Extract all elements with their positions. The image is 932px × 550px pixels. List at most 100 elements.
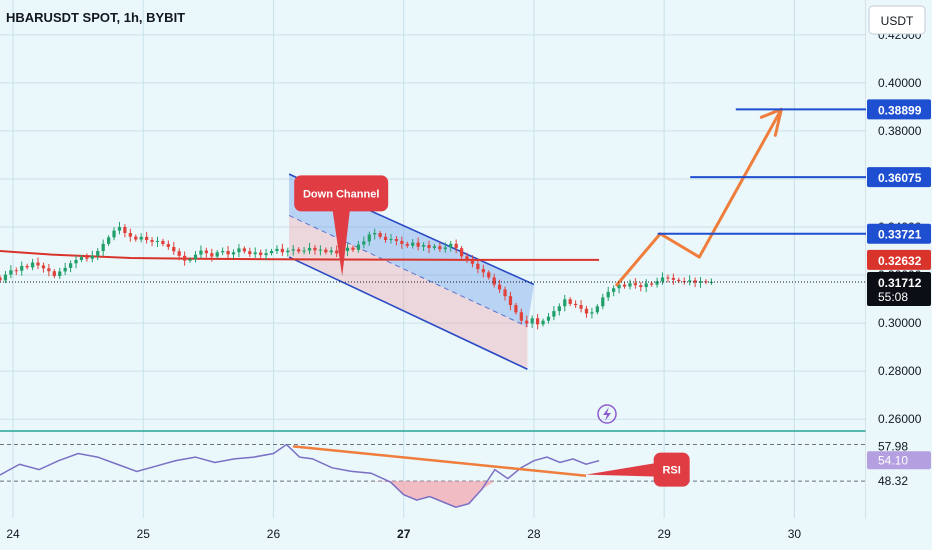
candle-6 — [30, 262, 35, 268]
level-label-1: 0.36075 — [878, 171, 922, 185]
candle-47 — [253, 252, 257, 255]
candle-60 — [324, 249, 328, 253]
time-axis: 24 25 26 27 28 29 30 — [0, 519, 866, 550]
candle-43 — [231, 252, 236, 255]
candle-120 — [650, 283, 654, 285]
candle-31 — [166, 244, 170, 247]
candle-3 — [14, 270, 18, 272]
candle-95 — [514, 305, 518, 313]
candle-129 — [698, 281, 703, 283]
candle-20 — [106, 237, 111, 244]
time-axis-bg — [0, 519, 866, 550]
level-label-bg-2 — [867, 223, 931, 244]
channel-mid-line — [288, 215, 528, 328]
candle-34 — [183, 255, 187, 261]
candle-90 — [487, 272, 491, 278]
currency-button-label[interactable]: USDT — [881, 14, 914, 28]
candle-11 — [58, 271, 62, 277]
chart-header: HBARUSDT SPOT, 1h, BYBIT — [6, 10, 185, 25]
level-label-2: 0.33721 — [878, 228, 922, 242]
annotations: Down Channel RSI — [294, 175, 690, 487]
candle-100 — [541, 320, 545, 325]
symbol-title: HBARUSDT SPOT, 1h, BYBIT — [6, 10, 185, 25]
candle-70 — [378, 233, 382, 237]
time-tick-4: 28 — [527, 527, 541, 541]
candle-15 — [79, 257, 84, 260]
candle-109 — [590, 312, 594, 314]
candle-119 — [644, 283, 648, 288]
candle-61 — [329, 250, 333, 253]
candle-107 — [579, 305, 583, 309]
price-tick-8: 0.26000 — [878, 412, 922, 426]
candle-102 — [552, 311, 556, 317]
price-label-bg — [867, 271, 931, 306]
candle-110 — [595, 306, 599, 313]
candle-131 — [709, 282, 714, 284]
candle-18 — [96, 251, 100, 256]
time-tick-1: 25 — [137, 527, 151, 541]
candle-71 — [383, 236, 388, 240]
down-channel-pointer — [332, 207, 351, 277]
candle-122 — [660, 277, 665, 282]
down-channel-box — [294, 175, 389, 212]
candle-78 — [421, 245, 426, 247]
candle-46 — [248, 251, 252, 255]
candle-42 — [226, 251, 230, 255]
candle-94 — [508, 296, 513, 306]
time-tick-3: 27 — [397, 527, 411, 541]
candle-12 — [63, 267, 67, 272]
channel-upper-fill — [289, 174, 534, 327]
candles — [0, 221, 714, 330]
candle-108 — [584, 308, 589, 314]
rsi-pointer — [586, 462, 659, 477]
candle-35 — [188, 259, 192, 261]
candle-127 — [688, 280, 692, 282]
candle-113 — [612, 288, 616, 292]
candle-55 — [297, 249, 301, 252]
candle-49 — [264, 253, 268, 256]
candle-14 — [74, 259, 78, 264]
candle-101 — [546, 316, 551, 321]
candle-56 — [302, 250, 306, 252]
candle-4 — [20, 265, 24, 271]
price-tick-1: 0.40000 — [878, 76, 922, 90]
candle-64 — [345, 247, 350, 252]
time-tick-0: 24 — [6, 527, 20, 541]
candle-128 — [693, 280, 697, 283]
candle-26 — [139, 236, 143, 240]
candle-104 — [563, 299, 567, 307]
candle-59 — [318, 249, 323, 251]
rsi-value-bg — [867, 451, 931, 470]
candle-105 — [568, 299, 572, 304]
price-label: 0.31712 — [878, 276, 922, 290]
candle-116 — [628, 283, 632, 287]
candle-38 — [204, 250, 208, 254]
lightning-icon[interactable] — [597, 404, 617, 424]
candle-86 — [465, 256, 469, 261]
level-label-0: 0.38899 — [878, 103, 922, 117]
ma-label-bg — [867, 249, 931, 270]
level-label-bg-0 — [867, 99, 931, 120]
candle-0 — [0, 277, 2, 281]
time-tick-5: 29 — [657, 527, 671, 541]
candle-125 — [677, 279, 681, 282]
candle-22 — [117, 227, 122, 231]
candle-72 — [389, 239, 393, 241]
candle-75 — [405, 243, 409, 246]
rsi-tick-2: 48.32 — [878, 474, 908, 488]
currency-button-bg[interactable] — [868, 5, 926, 35]
candle-39 — [210, 253, 214, 257]
candle-114 — [617, 284, 621, 289]
candle-73 — [394, 239, 399, 241]
rsi-oversold-fill — [0, 481, 600, 508]
currency-button[interactable]: USDT — [868, 5, 926, 35]
candle-123 — [666, 277, 670, 279]
candle-74 — [400, 240, 404, 244]
candle-7 — [36, 262, 40, 266]
candle-36 — [193, 254, 198, 260]
candle-57 — [307, 247, 312, 251]
candle-25 — [134, 236, 138, 240]
forecast-line — [614, 108, 783, 287]
